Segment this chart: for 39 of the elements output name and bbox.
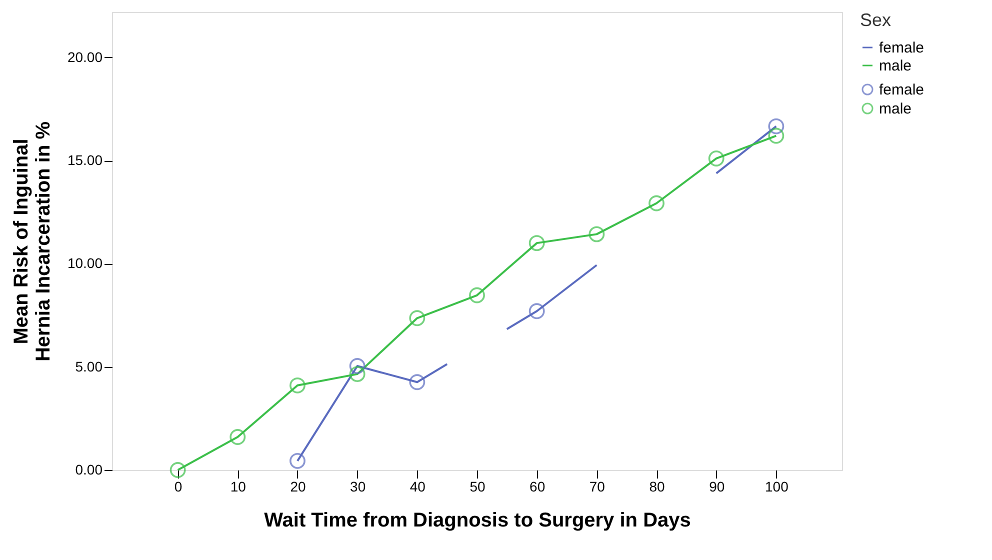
x-tick-label: 50: [470, 478, 486, 494]
x-tick-label: 0: [174, 478, 182, 494]
legend-label: male: [879, 100, 912, 118]
legend-title: Sex: [860, 10, 892, 30]
point: [170, 462, 186, 478]
legend-label: female: [879, 82, 924, 98]
point: [290, 452, 306, 469]
y-tick-label: 10.00: [67, 255, 103, 272]
y-tick-label: 15.00: [67, 152, 103, 168]
point: [349, 366, 366, 382]
point: [528, 235, 545, 252]
y-tick-label: 5.00: [75, 358, 103, 374]
point: [409, 374, 426, 390]
y-axis-title: Mean Risk of Inguinal Hernia Incarceration in %: [10, 121, 54, 362]
x-tick-label: 70: [589, 478, 606, 494]
point: [648, 195, 664, 212]
x-axis-title: Wait Time from Diagnosis to Surgery in Days: [264, 510, 691, 532]
point: [349, 358, 366, 374]
x-tick-label: 90: [709, 478, 725, 494]
x-tick-label: 80: [649, 478, 666, 494]
point: [708, 150, 724, 166]
point: [768, 118, 784, 134]
x-tick-label: 60: [530, 478, 546, 494]
x-tick-label: 100: [765, 478, 789, 494]
legend-label: female: [879, 40, 924, 56]
x-tick-label: 30: [350, 478, 366, 494]
point: [588, 226, 605, 242]
y-tick-label: 0.00: [75, 462, 103, 478]
y-tick-label: 20.00: [67, 48, 103, 65]
point: [409, 310, 426, 326]
x-tick-label: 10: [230, 478, 246, 494]
point: [230, 429, 246, 445]
point: [768, 128, 784, 144]
point: [528, 303, 545, 320]
legend-label: male: [879, 58, 912, 74]
point: [290, 377, 306, 394]
x-tick-label: 40: [410, 478, 426, 494]
point: [469, 287, 485, 304]
x-tick-label: 20: [290, 478, 306, 494]
